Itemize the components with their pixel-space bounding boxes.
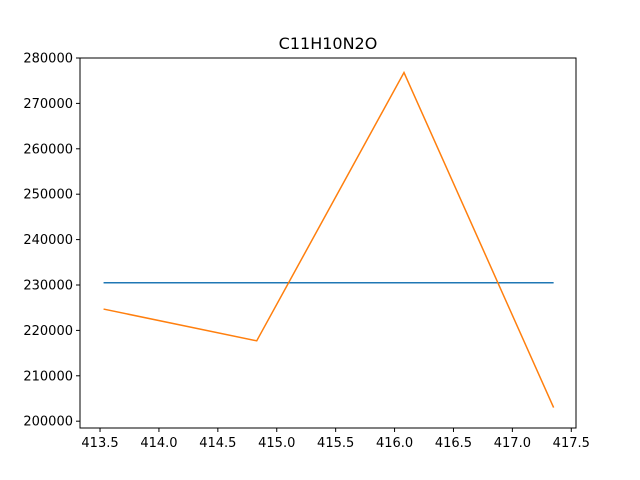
y-tick-label: 220000	[23, 324, 73, 339]
y-tick-label: 280000	[23, 52, 73, 67]
y-tick-label: 200000	[23, 415, 73, 430]
x-axis: 413.5 414.0 414.5 415.0 415.5 416.0 416.5 417.0…	[81, 428, 590, 451]
series-line-2	[103, 70, 555, 408]
x-tick-label: 415.5	[317, 436, 354, 451]
y-tick-label: 230000	[23, 278, 73, 293]
plot-area	[79, 57, 577, 429]
y-tick-label: 260000	[23, 142, 73, 157]
x-tick-label: 415.0	[258, 436, 295, 451]
chart-title: C11H10N2O	[279, 34, 378, 53]
y-tick-label: 250000	[23, 188, 73, 203]
y-tick-label: 240000	[23, 233, 73, 248]
x-tick-label: 416.0	[376, 436, 413, 451]
x-tick-label: 416.5	[435, 436, 472, 451]
x-tick-label: 414.0	[140, 436, 177, 451]
y-axis: 200000 210000 220000 230000 240000 250000 2600…	[23, 52, 80, 430]
x-tick-label: 414.5	[199, 436, 236, 451]
series-layer	[103, 70, 555, 408]
y-tick-label: 210000	[23, 369, 73, 384]
x-tick-label: 417.5	[553, 436, 590, 451]
x-tick-label: 413.5	[81, 436, 118, 451]
x-tick-label: 417.0	[494, 436, 531, 451]
y-tick-label: 270000	[23, 97, 73, 112]
